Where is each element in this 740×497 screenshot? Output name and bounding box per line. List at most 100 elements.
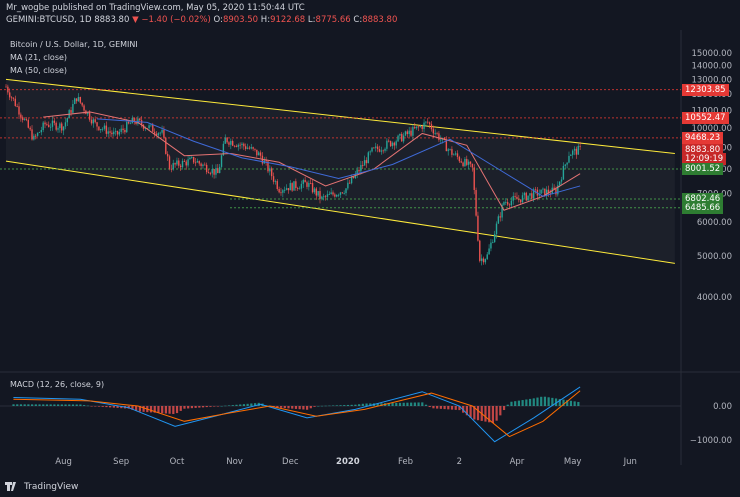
candle-body (430, 124, 433, 130)
macd-tick: 0.00 (713, 402, 732, 412)
candle-body (488, 248, 490, 255)
macd-histogram-bar (209, 406, 212, 407)
macd-histogram-bar (131, 406, 134, 410)
ma50-legend: MA (50, close) (10, 66, 68, 75)
candle-body (70, 110, 72, 113)
candle-body (36, 132, 39, 136)
candle-body (265, 160, 267, 162)
macd-histogram-bar (60, 404, 63, 406)
macd-histogram-bar (135, 406, 138, 411)
candle-body (98, 126, 100, 131)
candle-body (157, 133, 160, 136)
macd-histogram-bar (287, 406, 290, 409)
price-label-resistance: 12303.85 (682, 83, 729, 96)
candle-body (152, 124, 154, 132)
macd-histogram-bar (198, 406, 201, 408)
candle-body (367, 152, 370, 164)
macd-histogram-bar (19, 404, 23, 406)
candle-body (432, 129, 435, 134)
candle-body (254, 148, 256, 150)
tradingview-logo-icon (5, 482, 16, 491)
candle-body (218, 166, 221, 174)
candle-body (18, 106, 20, 115)
candle-body (165, 137, 167, 154)
candle-body (129, 123, 132, 125)
candle-body (362, 165, 364, 166)
macd-histogram-bar (350, 404, 353, 406)
macd-histogram-bar (120, 406, 123, 409)
price-label-last: 8883.80 (682, 143, 724, 156)
macd-histogram-bar (112, 406, 115, 408)
macd-histogram-bar (569, 400, 573, 406)
candle-body (269, 168, 271, 172)
macd-histogram-bar (447, 406, 450, 410)
candle-body (267, 161, 269, 172)
candle-body (192, 157, 195, 163)
macd-histogram-bar (231, 405, 234, 406)
candle-body (363, 160, 366, 166)
candle-body (438, 133, 440, 140)
high-label: H: (260, 15, 271, 25)
candle-body (170, 168, 173, 170)
macd-histogram-bar (510, 401, 513, 406)
candle-body (531, 193, 533, 199)
macd-histogram-bar (45, 404, 49, 406)
macd-histogram-bar (246, 403, 249, 406)
candle-body (510, 200, 513, 206)
macd-histogram-bar (469, 406, 472, 418)
macd-histogram-bar (153, 406, 156, 413)
candle-body (402, 135, 405, 142)
macd-histogram-bar (317, 406, 320, 407)
channel-lower-line (5, 160, 675, 264)
candle-body (540, 189, 542, 194)
time-tick: Apr (510, 457, 525, 467)
macd-histogram-bar (502, 406, 506, 411)
macd-histogram-bar (201, 406, 205, 408)
candle-body (163, 129, 165, 138)
macd-histogram-bar (551, 397, 554, 406)
candle-body (482, 258, 485, 263)
candle-body (532, 189, 535, 199)
candle-body (62, 126, 65, 131)
candle-body (103, 125, 106, 129)
macd-histogram-bar (309, 406, 312, 409)
last-price: 8883.80 (94, 15, 130, 25)
candle-body (46, 124, 48, 126)
macd-histogram-bar (224, 405, 227, 407)
candle-body (181, 160, 184, 168)
candle-body (343, 193, 345, 194)
candle-body (155, 133, 158, 136)
candle-body (466, 158, 468, 165)
candle-body (547, 189, 550, 194)
candle-body (493, 234, 496, 243)
macd-histogram-bar (83, 405, 86, 406)
candle-body (217, 168, 219, 174)
macd-histogram-bar (175, 406, 179, 414)
candle-body (486, 254, 488, 260)
candle-body (419, 126, 422, 127)
candle-body (231, 140, 234, 146)
candle-body (120, 128, 122, 132)
candle-body (456, 153, 459, 157)
macd-histogram-bar (94, 406, 97, 407)
candle-body (81, 102, 83, 106)
candle-body (330, 192, 332, 195)
candle-body (427, 121, 429, 123)
candle-body (55, 122, 57, 130)
candle-body (14, 98, 16, 107)
macd-histogram-bar (75, 404, 78, 406)
candle-body (280, 192, 282, 194)
candle-body (308, 183, 310, 187)
candle-body (479, 240, 481, 261)
candle-body (523, 192, 526, 196)
candle-body (79, 96, 82, 103)
candle-body (248, 147, 251, 149)
time-tick: May (564, 457, 582, 467)
price-label-countdown: 12:09:19 (682, 152, 727, 165)
candle-body (557, 185, 559, 195)
candle-body (161, 129, 163, 133)
candle-body (562, 165, 565, 180)
candle-body (44, 122, 46, 125)
candle-body (118, 131, 121, 135)
